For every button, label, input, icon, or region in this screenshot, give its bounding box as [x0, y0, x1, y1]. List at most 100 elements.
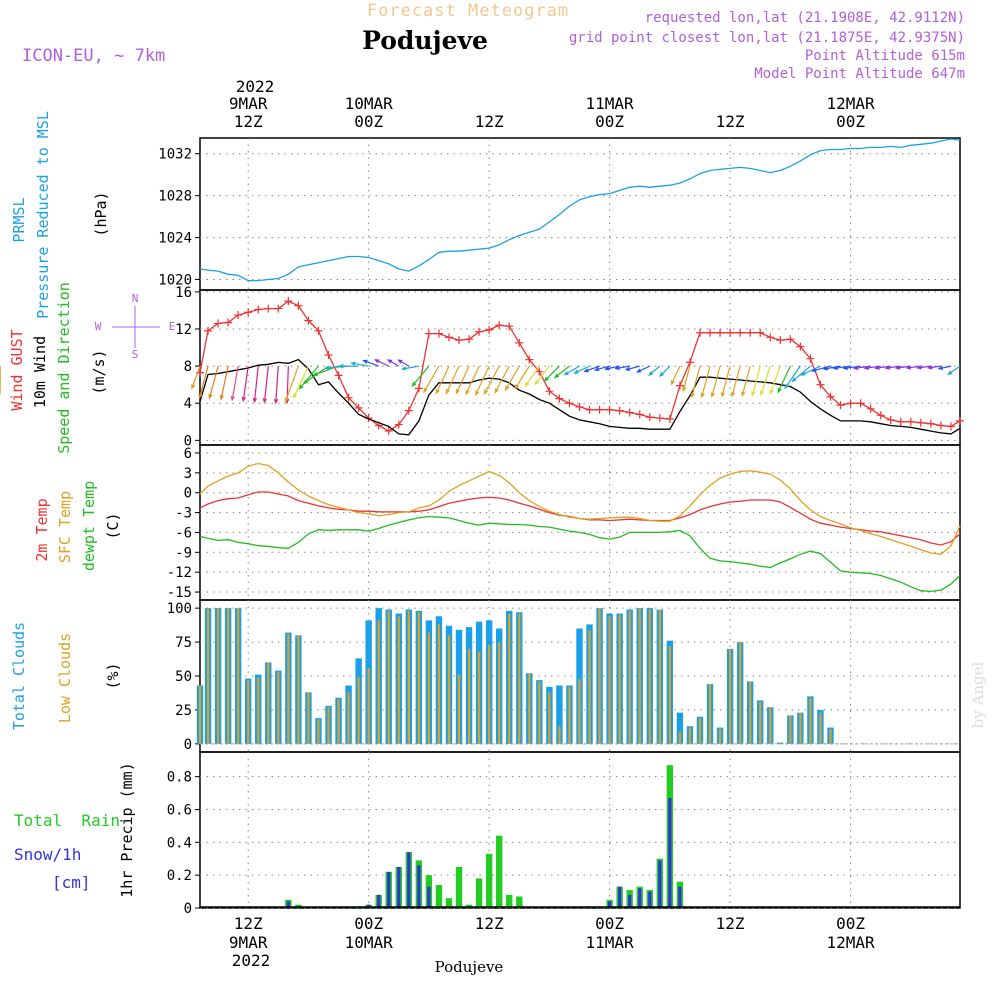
wind-arrow-head: [273, 398, 279, 405]
precip-unit-label: 1hr Precip (mm): [118, 762, 136, 897]
wind-arrow-head: [682, 386, 687, 393]
wind-arrow-head: [241, 396, 246, 403]
snow-bar: [397, 866, 401, 908]
point-altitude: Point Altitude 615m: [805, 48, 965, 64]
low-cloud-bar: [708, 684, 712, 744]
wind-arrow: [917, 365, 931, 369]
wind-arrow: [792, 365, 811, 382]
low-cloud-bar: [216, 608, 220, 744]
low-cloud-bar: [548, 692, 551, 744]
temperature-ytick-label: 3: [184, 466, 192, 482]
wind-arrow-head: [916, 365, 922, 370]
wind-arrow-head: [262, 398, 267, 404]
wind-arrow: [242, 366, 249, 401]
gust-marker: [334, 371, 343, 380]
gust-marker: [836, 401, 845, 410]
wind-arrow: [625, 365, 640, 371]
bottom-axis-date-label: 10MAR: [345, 933, 394, 952]
temperature-ytick-label: -3: [175, 506, 192, 522]
gust-marker: [615, 406, 624, 415]
wind-arrow-head: [603, 366, 610, 371]
low-cloud-bar: [728, 648, 732, 744]
total-clouds-label: Total Clouds: [10, 622, 28, 730]
clouds-ytick-label: 25: [175, 703, 192, 719]
low-cloud-bar: [588, 629, 591, 744]
wind-arrow-head: [822, 366, 829, 371]
wind-arrow-head: [293, 393, 298, 399]
snow-bar: [678, 886, 682, 908]
wind-arrow-head: [884, 365, 891, 370]
wind-arrow: [760, 365, 771, 395]
gust-marker: [916, 418, 925, 427]
low-cloud-bar: [578, 678, 581, 744]
low-cloud-bar: [789, 715, 792, 744]
total-cloud-bar: [556, 685, 563, 744]
snow-label: Snow/1h: [14, 845, 81, 864]
snow-bar: [286, 901, 290, 908]
low-cloud-bar: [769, 707, 772, 744]
clouds-ytick-label: 50: [175, 669, 192, 685]
wind-arrow-head: [191, 384, 196, 390]
snow-bar: [608, 901, 612, 908]
wind-arrow: [494, 365, 510, 393]
temperature-ylabel: 2m Temp SFC Temp dewpt Temp (C): [33, 481, 122, 571]
pressure-label-line1: PRMSL: [10, 197, 28, 242]
low-cloud-bar: [347, 692, 350, 744]
gust-marker: [204, 326, 213, 335]
temperature-ytick-label: 0: [184, 486, 192, 502]
wind-arrow: [948, 365, 961, 375]
wind-arrow: [741, 365, 751, 396]
wind-arrow-head: [658, 371, 665, 377]
wind-arrow-head: [593, 367, 600, 372]
low-cloud-bar: [357, 677, 360, 744]
model-altitude: Model Point Altitude 647m: [754, 66, 965, 82]
wind-arrow: [198, 365, 209, 398]
low-cloud-bar: [508, 613, 511, 744]
wind-arrow: [564, 365, 580, 376]
low-cloud-bar: [257, 677, 260, 744]
low-clouds-label: Low Clouds: [56, 633, 74, 723]
temperature-ytick-label: -12: [167, 565, 192, 581]
rain-bar: [495, 835, 503, 908]
wind-arrow: [375, 359, 389, 367]
wind-ytick-label: 16: [175, 285, 192, 301]
wind-panel: 0 4 8 12 16: [175, 285, 964, 449]
wind-arrow-head: [198, 393, 203, 400]
low-cloud-bar: [799, 712, 802, 744]
bottom-axis-hour-label: 12Z: [716, 914, 745, 933]
pressure-ytick-label: 1032: [158, 147, 192, 163]
wind-arrow: [275, 366, 279, 403]
precip-ytick-label: 0.8: [167, 770, 192, 786]
wind-arrow: [411, 365, 430, 387]
wind-arrow: [515, 365, 530, 389]
gust-marker: [826, 392, 835, 401]
wind-arrow: [574, 365, 590, 374]
wind-arrow: [615, 365, 630, 370]
snow-bar: [377, 894, 381, 908]
low-cloud-bar: [427, 632, 431, 744]
wind-arrow: [751, 365, 761, 396]
wind-arrow-head: [252, 397, 257, 404]
model-label: ICON-EU, ~ 7km: [22, 46, 165, 66]
wind-ylabel: Wind GUST 10m Wind Speed and Direction (…: [8, 282, 175, 454]
gust-marker: [595, 405, 604, 414]
wind-arrow-head: [483, 389, 489, 395]
wind-arrow-head: [494, 388, 499, 394]
wind-arrow-head: [455, 389, 460, 395]
gust-marker: [424, 329, 433, 338]
wind-arrow: [253, 366, 259, 402]
low-cloud-bar: [488, 644, 491, 744]
wind-arrow-head: [800, 371, 806, 376]
precip-ylabel: Total Rain Snow/1h [cm] 1hr Precip (mm): [14, 762, 136, 897]
wind-unit: (m/s): [90, 349, 108, 394]
gust-marker: [856, 399, 865, 408]
wind-ytick-label: 0: [184, 433, 192, 449]
wind-arrow-head: [386, 359, 393, 364]
wind-ytick-label: 8: [184, 359, 192, 375]
low-cloud-bar: [287, 633, 290, 744]
wind-arrow-head: [219, 395, 224, 401]
snow-bar: [648, 891, 652, 908]
wind-arrow: [801, 365, 821, 376]
top-axis-hour-label: 12Z: [234, 112, 263, 131]
